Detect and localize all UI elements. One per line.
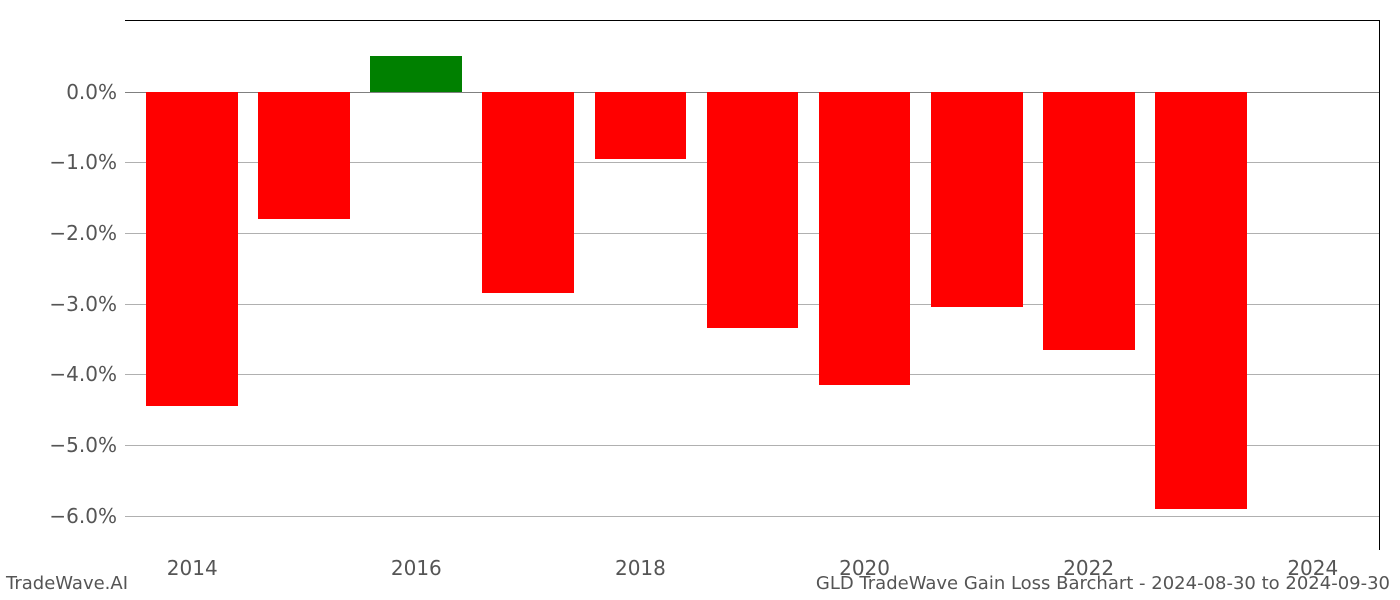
footer-left-text: TradeWave.AI — [6, 573, 128, 594]
xtick-label: 2016 — [391, 556, 442, 580]
bar — [258, 92, 350, 219]
chart-container: −6.0%−5.0%−4.0%−3.0%−2.0%−1.0%0.0%201420… — [125, 20, 1380, 550]
bar — [931, 92, 1023, 308]
bar — [482, 92, 574, 293]
footer-right-text: GLD TradeWave Gain Loss Barchart - 2024-… — [816, 573, 1390, 594]
ytick-label: −1.0% — [49, 150, 117, 174]
bar — [1043, 92, 1135, 350]
plot-area: −6.0%−5.0%−4.0%−3.0%−2.0%−1.0%0.0%201420… — [125, 20, 1380, 550]
xtick-label: 2018 — [615, 556, 666, 580]
ytick-label: −3.0% — [49, 292, 117, 316]
ytick-label: −6.0% — [49, 504, 117, 528]
ytick-label: 0.0% — [66, 80, 117, 104]
gridline — [125, 516, 1379, 517]
ytick-label: −5.0% — [49, 433, 117, 457]
ytick-label: −4.0% — [49, 362, 117, 386]
bar — [595, 92, 687, 159]
bar — [370, 56, 462, 91]
bar — [146, 92, 238, 406]
bar — [819, 92, 911, 385]
ytick-label: −2.0% — [49, 221, 117, 245]
bar — [707, 92, 799, 329]
bar — [1155, 92, 1247, 509]
xtick-label: 2014 — [167, 556, 218, 580]
